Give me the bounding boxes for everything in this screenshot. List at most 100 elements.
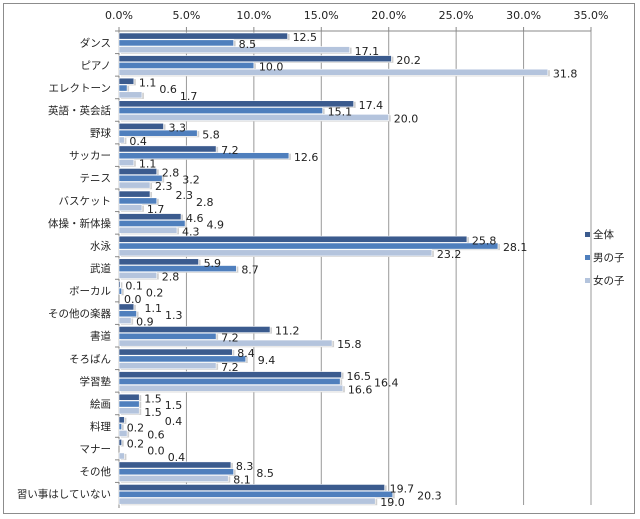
bar — [118, 77, 135, 85]
bar — [118, 423, 122, 431]
data-label: 0.2 — [146, 286, 164, 299]
bar — [118, 46, 350, 54]
category-label: ピアノ — [80, 60, 111, 72]
data-label: 16.6 — [348, 383, 373, 396]
data-label: 17.4 — [359, 99, 384, 112]
bar — [118, 452, 125, 460]
data-label: 2.8 — [162, 271, 180, 284]
bar-shadow — [121, 424, 124, 431]
legend-swatch — [585, 278, 590, 283]
category-label: 野球 — [90, 127, 111, 140]
x-tick-label: 35.0% — [574, 9, 609, 22]
bar — [118, 174, 163, 182]
data-label: 20.2 — [396, 54, 421, 67]
data-label: 2.3 — [155, 180, 173, 193]
bar — [118, 265, 237, 273]
bar — [118, 416, 125, 424]
data-label: 0.9 — [136, 316, 154, 329]
bar — [118, 145, 217, 153]
data-label: 2.3 — [176, 189, 194, 202]
bar — [118, 400, 140, 408]
data-label: 1.1 — [139, 158, 157, 171]
data-label: 31.8 — [553, 67, 578, 80]
data-label: 0.1 — [125, 279, 143, 292]
bar — [118, 384, 344, 392]
data-label: 4.3 — [182, 225, 200, 238]
bar — [118, 107, 323, 115]
data-label: 2.8 — [196, 196, 214, 209]
data-label: 1.1 — [139, 76, 157, 89]
data-label: 7.2 — [221, 144, 239, 157]
category-label: 料理 — [90, 420, 111, 433]
category-label: 水泳 — [90, 239, 111, 252]
bar — [118, 468, 234, 476]
category-label: サッカー — [69, 150, 111, 162]
bar — [118, 258, 199, 266]
bar — [118, 129, 198, 137]
bar — [118, 332, 217, 340]
data-label: 1.5 — [165, 399, 183, 412]
data-label: 0.4 — [168, 451, 186, 464]
bar — [118, 235, 468, 243]
category-label: 習い事はしていない — [17, 488, 111, 501]
data-label: 1.7 — [147, 203, 165, 216]
bar — [118, 213, 182, 221]
bar — [118, 355, 247, 363]
data-label: 8.5 — [256, 467, 274, 480]
bar — [118, 371, 342, 379]
bar-shadow — [121, 282, 123, 289]
data-label: 1.5 — [144, 406, 162, 419]
bar — [118, 159, 135, 166]
bar — [118, 55, 392, 63]
bar — [118, 100, 354, 108]
data-label: 7.2 — [221, 361, 239, 374]
legend-swatch — [585, 232, 590, 237]
x-tick-label: 20.0% — [371, 9, 406, 22]
x-tick-label: 25.0% — [439, 9, 474, 22]
x-tick-label: 5.0% — [172, 9, 200, 22]
category-label: 武道 — [90, 262, 111, 275]
data-label: 4.6 — [186, 212, 204, 225]
bar — [118, 272, 158, 279]
category-label: その他の楽器 — [48, 307, 111, 320]
bar — [118, 242, 499, 250]
data-label: 8.1 — [233, 474, 251, 487]
data-label: 1.3 — [165, 309, 183, 322]
bar — [118, 152, 290, 160]
data-label: 5.8 — [202, 128, 220, 141]
legend-label: 全体 — [593, 228, 614, 241]
category-label: 書道 — [90, 330, 111, 343]
bar — [118, 303, 135, 311]
data-label: 10.0 — [259, 61, 284, 74]
category-label: そろばん — [69, 353, 111, 365]
bar — [118, 393, 140, 401]
data-label: 12.6 — [294, 151, 319, 164]
data-label: 0.2 — [127, 437, 145, 450]
data-label: 0.0 — [147, 444, 165, 457]
bar — [118, 490, 394, 498]
category-label: 学習塾 — [80, 375, 112, 388]
bar — [118, 197, 158, 205]
bar — [118, 362, 217, 370]
bar — [118, 39, 234, 47]
data-label: 2.8 — [162, 167, 180, 180]
data-label: 7.2 — [221, 331, 239, 344]
data-label: 20.0 — [394, 113, 419, 126]
data-label: 0.4 — [129, 135, 147, 148]
bar — [118, 226, 178, 234]
category-label: その他 — [80, 465, 112, 478]
bar — [118, 249, 433, 257]
legend-swatch — [585, 255, 590, 260]
bar — [118, 461, 232, 469]
bar — [118, 287, 122, 295]
bar — [118, 339, 333, 347]
category-label: マナー — [80, 444, 112, 456]
bar — [118, 62, 255, 69]
bar — [118, 430, 128, 437]
category-label: テニス — [80, 173, 112, 185]
bar — [118, 497, 376, 505]
legend-label: 男の子 — [593, 252, 625, 264]
bar — [118, 122, 164, 130]
data-label: 5.9 — [204, 257, 222, 270]
